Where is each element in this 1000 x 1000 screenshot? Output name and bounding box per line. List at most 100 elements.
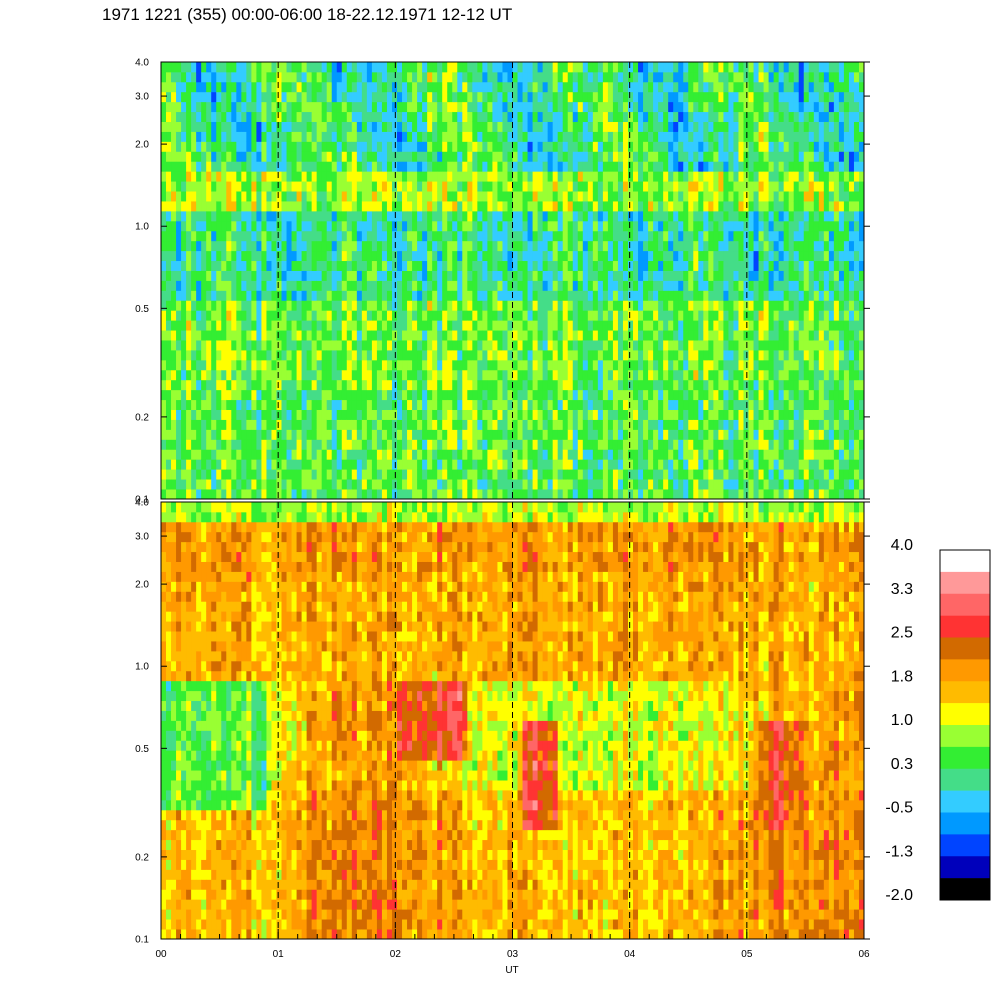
heatmap-cell [361, 459, 368, 470]
heatmap-cell [226, 250, 232, 262]
heatmap-cell [341, 101, 348, 113]
heatmap-cell [688, 250, 694, 262]
heatmap-cell [331, 479, 338, 490]
heatmap-cell [171, 260, 177, 271]
heatmap-cell [432, 121, 438, 132]
heatmap-cell [336, 141, 343, 152]
heatmap-cell [171, 369, 177, 381]
heatmap-cell [447, 449, 453, 460]
heatmap-cell [356, 62, 363, 73]
heatmap-cell [477, 459, 483, 470]
heatmap-cell [452, 161, 458, 172]
heatmap-cell [648, 469, 654, 480]
heatmap-cell [447, 389, 453, 401]
heatmap-cell [316, 230, 323, 242]
heatmap-cell [346, 181, 353, 192]
heatmap-cell [547, 429, 554, 440]
heatmap-cell [567, 389, 574, 401]
heatmap-cell [532, 91, 539, 103]
heatmap-cell [708, 121, 714, 132]
heatmap-cell [176, 330, 182, 341]
heatmap-cell [321, 429, 328, 440]
heatmap-cell [728, 399, 734, 411]
heatmap-cell [206, 379, 212, 391]
heatmap-cell [246, 62, 252, 73]
heatmap-cell [371, 290, 378, 301]
heatmap-cell [326, 469, 333, 480]
heatmap-cell [648, 300, 654, 311]
heatmap-cell [376, 181, 383, 192]
heatmap-cell [281, 280, 287, 291]
heatmap-cell [427, 121, 433, 132]
heatmap-cell [371, 171, 378, 182]
heatmap-cell [457, 201, 463, 212]
heatmap-cell [612, 151, 619, 162]
heatmap-cell [653, 320, 659, 331]
heatmap-cell [477, 250, 483, 262]
heatmap-cell [186, 161, 192, 172]
heatmap-cell [617, 81, 624, 93]
heatmap-cell [176, 290, 182, 301]
heatmap-cell [597, 141, 604, 152]
heatmap-cell [698, 300, 704, 311]
heatmap-cell [572, 389, 579, 401]
heatmap-cell [673, 201, 679, 212]
heatmap-cell [231, 379, 237, 391]
heatmap-cell [658, 151, 664, 162]
heatmap-cell [673, 191, 679, 202]
heatmap-cell [346, 419, 353, 430]
heatmap-cell [577, 101, 584, 113]
heatmap-cell [607, 161, 614, 172]
heatmap-cell [191, 340, 197, 351]
heatmap-cell [633, 429, 639, 440]
heatmap-cell [181, 459, 187, 470]
heatmap-cell [366, 389, 373, 401]
heatmap-cell [537, 399, 544, 411]
heatmap-cell [161, 131, 167, 142]
heatmap-cell [271, 429, 277, 440]
heatmap-cell [196, 71, 202, 83]
heatmap-cell [261, 280, 267, 291]
heatmap-cell [316, 379, 323, 391]
heatmap-cell [522, 449, 528, 460]
heatmap-cell [597, 151, 604, 162]
heatmap-cell [361, 419, 368, 430]
heatmap-cell [668, 230, 674, 242]
heatmap-cell [361, 389, 368, 401]
heatmap-cell [281, 300, 287, 311]
heatmap-cell [668, 429, 674, 440]
heatmap-cell [673, 121, 679, 132]
heatmap-cell [196, 469, 202, 480]
heatmap-cell [241, 62, 247, 73]
heatmap-cell [487, 280, 493, 291]
heatmap-cell [562, 220, 569, 232]
heatmap-cell [251, 181, 257, 192]
heatmap-cell [487, 399, 493, 411]
heatmap-cell [693, 439, 699, 450]
heatmap-cell [251, 240, 257, 252]
heatmap-cell [582, 171, 589, 182]
heatmap-cell [643, 340, 649, 351]
heatmap-cell [191, 399, 197, 411]
heatmap-cell [386, 389, 393, 401]
heatmap-cell [346, 320, 353, 331]
heatmap-cell [301, 191, 308, 202]
heatmap-cell [286, 489, 292, 500]
heatmap-cell [241, 350, 247, 361]
heatmap-cell [251, 220, 257, 232]
heatmap-cell [467, 62, 473, 73]
heatmap-cell [402, 300, 408, 311]
heatmap-cell [291, 71, 297, 83]
heatmap-cell [386, 230, 393, 242]
heatmap-cell [241, 201, 247, 212]
heatmap-cell [633, 171, 639, 182]
heatmap-cell [602, 399, 609, 411]
heatmap-cell [487, 330, 493, 341]
heatmap-cell [206, 449, 212, 460]
heatmap-cell [402, 359, 408, 371]
heatmap-cell [718, 81, 724, 93]
heatmap-cell [542, 459, 549, 470]
heatmap-cell [206, 320, 212, 331]
heatmap-cell [407, 270, 413, 281]
heatmap-cell [417, 479, 423, 490]
